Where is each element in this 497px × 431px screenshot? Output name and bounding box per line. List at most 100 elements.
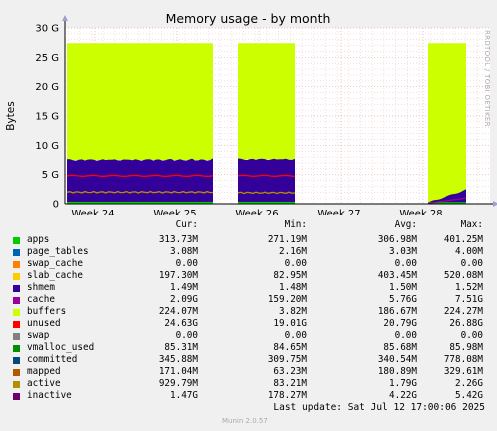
- axes: 0 5 G 10 G 15 G 20 G 25 G 30 G Week 24 Week 25 We…: [35, 15, 497, 215]
- legend-cur: 313.73M: [158, 234, 198, 245]
- legend-cur: 929.79M: [158, 378, 198, 389]
- legend-avg: 85.68M: [383, 342, 417, 353]
- cache-area: [428, 189, 466, 204]
- legend-max: 1.52M: [455, 282, 483, 293]
- legend-cur: 85.31M: [164, 342, 198, 353]
- legend-swatch: [13, 285, 20, 292]
- unused-area: [67, 43, 213, 160]
- legend-name: cache: [27, 294, 55, 305]
- legend-avg: 306.98M: [377, 234, 417, 245]
- legend-avg: 403.45M: [377, 270, 417, 281]
- legend-cur: 197.30M: [158, 270, 198, 281]
- y-tick-label: 30 G: [35, 24, 59, 35]
- legend-name: vmalloc_used: [27, 342, 95, 353]
- legend-cur: 171.04M: [158, 366, 198, 377]
- legend-max: 778.08M: [443, 354, 483, 365]
- legend-header-max: Max:: [460, 219, 483, 230]
- legend-swatch: [13, 333, 20, 340]
- legend-cur: 0.00: [175, 330, 198, 341]
- legend-cur: 0.00: [175, 258, 198, 269]
- buffers-line: [427, 197, 467, 204]
- legend-name: buffers: [27, 306, 67, 317]
- chart-title: Memory usage - by month: [166, 11, 331, 26]
- legend-swatch: [13, 369, 20, 376]
- legend-min: 63.23M: [273, 366, 307, 377]
- legend-swatch: [13, 261, 20, 268]
- legend-swatch: [13, 393, 20, 400]
- legend-name: committed: [27, 354, 78, 365]
- swap-line: [66, 174, 214, 177]
- active-line: [66, 190, 214, 194]
- legend-avg: 3.03M: [389, 246, 417, 257]
- legend-row-swap: swap 0.00 0.00 0.00 0.00: [0, 330, 497, 342]
- legend-row-mapped: mapped 171.04M 63.23M 180.89M 329.61M: [0, 366, 497, 378]
- legend-max: 0.00: [460, 258, 483, 269]
- x-tick-label: Week 28: [399, 209, 442, 215]
- legend-header-avg: Avg:: [394, 219, 417, 230]
- legend-min: 271.19M: [267, 234, 307, 245]
- legend-avg: 5.76G: [389, 294, 417, 305]
- data-lines: [66, 174, 467, 204]
- legend-row-apps: apps 313.73M 271.19M 306.98M 401.25M: [0, 234, 497, 246]
- active-line: [237, 191, 296, 195]
- legend-max: 224.27M: [443, 306, 483, 317]
- cache-area: [67, 158, 213, 204]
- legend-name: apps: [27, 234, 50, 245]
- legend-row-committed: committed 345.88M 309.75M 340.54M 778.08M: [0, 354, 497, 366]
- legend-row-cache: cache 2.09G 159.20M 5.76G 7.51G: [0, 294, 497, 306]
- legend-max: 329.61M: [443, 366, 483, 377]
- legend-min: 19.01G: [273, 318, 307, 329]
- y-tick-label: 0: [53, 200, 59, 211]
- legend-row-inactive: inactive 1.47G 178.27M 4.22G 5.42G: [0, 390, 497, 402]
- legend-max: 7.51G: [455, 294, 483, 305]
- legend-min: 1.48M: [279, 282, 307, 293]
- legend-cur: 1.49M: [170, 282, 198, 293]
- legend-min: 159.20M: [267, 294, 307, 305]
- munin-version: Munin 2.0.57: [222, 417, 268, 425]
- unused-area: [428, 43, 466, 205]
- legend-swatch: [13, 309, 20, 316]
- legend-max: 0.00: [460, 330, 483, 341]
- legend-min: 2.16M: [279, 246, 307, 257]
- legend-avg: 340.54M: [377, 354, 417, 365]
- apps-area: [428, 202, 466, 204]
- legend-min: 178.27M: [267, 390, 307, 401]
- legend-row-slab-cache: slab_cache 197.30M 82.95M 403.45M 520.08M: [0, 270, 497, 282]
- legend-min: 82.95M: [273, 270, 307, 281]
- legend-max: 520.08M: [443, 270, 483, 281]
- y-axis-label: Bytes: [5, 101, 17, 130]
- data-areas: [67, 43, 466, 205]
- legend-name: swap_cache: [27, 258, 83, 269]
- legend-min: 0.00: [284, 330, 307, 341]
- x-tick-label: Week 24: [71, 209, 114, 215]
- legend-avg: 0.00: [394, 330, 417, 341]
- legend-cur: 3.08M: [170, 246, 198, 257]
- legend-avg: 186.67M: [377, 306, 417, 317]
- legend-row-unused: unused 24.63G 19.01G 20.79G 26.88G: [0, 318, 497, 330]
- legend-avg: 1.50M: [389, 282, 417, 293]
- legend-min: 84.65M: [273, 342, 307, 353]
- x-axis-arrow: [493, 201, 497, 207]
- legend-name: unused: [27, 318, 61, 329]
- legend-swatch: [13, 357, 20, 364]
- legend-swatch: [13, 321, 20, 328]
- cache-area: [238, 158, 295, 204]
- memory-chart: Memory usage - by month Bytes RRDTOOL / …: [0, 0, 497, 215]
- legend-row-active: active 929.79M 83.21M 1.79G 2.26G: [0, 378, 497, 390]
- x-tick-label: Week 25: [153, 209, 196, 215]
- legend-cur: 2.09G: [170, 294, 198, 305]
- legend-avg: 0.00: [394, 258, 417, 269]
- legend-name: page_tables: [27, 246, 89, 257]
- legend-max: 26.88G: [449, 318, 483, 329]
- legend-cur: 224.07M: [158, 306, 198, 317]
- legend-name: inactive: [27, 390, 72, 401]
- legend-max: 85.98M: [449, 342, 483, 353]
- legend-row-buffers: buffers 224.07M 3.82M 186.67M 224.27M: [0, 306, 497, 318]
- rrdtool-watermark: RRDTOOL / TOBI OETIKER: [483, 30, 491, 127]
- legend-max: 401.25M: [443, 234, 483, 245]
- legend-swatch: [13, 381, 20, 388]
- legend-row-page-tables: page_tables 3.08M 2.16M 3.03M 4.00M: [0, 246, 497, 258]
- legend-row-swap-cache: swap_cache 0.00 0.00 0.00 0.00: [0, 258, 497, 270]
- legend-cur: 345.88M: [158, 354, 198, 365]
- legend-header-cur: Cur:: [175, 219, 198, 230]
